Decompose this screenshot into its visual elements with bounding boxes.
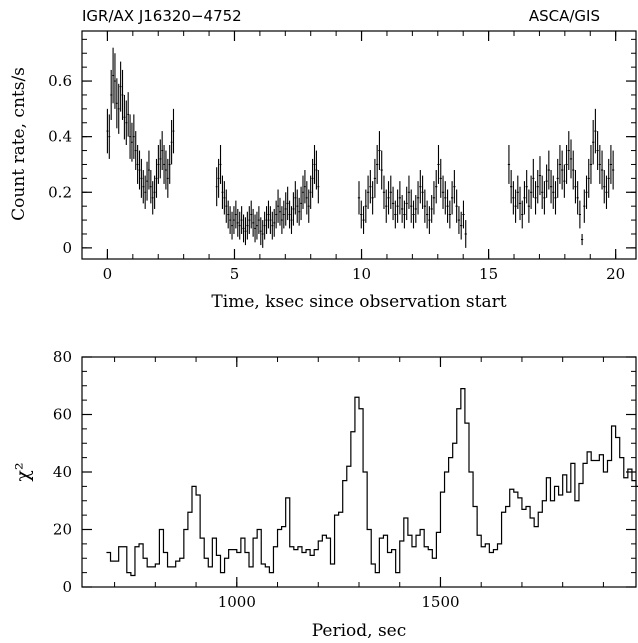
periodogram-tick-labels: 1000 1500 0 20 40 60 80: [53, 348, 460, 611]
periodogram-x-tick-label: 1000: [218, 593, 256, 611]
light-curve-x-tick-label: 20: [606, 265, 625, 283]
light-curve-y-tick-label: 0.4: [48, 128, 72, 146]
light-curve-frame: [81, 30, 637, 260]
header-left: IGR/AX J16320−4752: [82, 7, 242, 25]
light-curve-y-axis-label: Count rate, cnts/s: [9, 67, 29, 221]
periodogram-marks: [106, 388, 638, 577]
light-curve-tick-labels: 0 5 10 15 20 0 0.2 0.4 0.6: [48, 72, 625, 283]
light-curve-y-tick-label: 0.2: [48, 183, 72, 201]
periodogram-ticks: [82, 356, 636, 588]
periodogram-y-axis-label: χ²: [12, 462, 34, 481]
periodogram-y-tick-label: 60: [53, 406, 72, 424]
light-curve-y-tick-label: 0.6: [48, 72, 72, 90]
light-curve-x-axis-label: Time, ksec since observation start: [211, 292, 506, 312]
header-right: ASCA/GIS: [529, 7, 600, 25]
light-curve-x-tick-label: 5: [230, 265, 240, 283]
light-curve-x-tick-label: 0: [103, 265, 113, 283]
light-curve-ticks: [81, 31, 636, 259]
periodogram-x-tick-label: 1500: [421, 593, 459, 611]
periodogram-y-tick-label: 0: [62, 578, 72, 596]
periodogram-series-line: [106, 388, 638, 577]
periodogram-y-tick-label: 20: [53, 521, 72, 539]
light-curve-y-tick-label: 0: [62, 239, 72, 257]
periodogram-panel: 1000 1500 0 20 40 60 80 Period, sec χ²: [12, 348, 638, 641]
periodogram-y-tick-label: 40: [53, 463, 72, 481]
light-curve-panel: 0 5 10 15 20 0 0.2 0.4 0.6 Time, ksec since obse…: [9, 30, 637, 312]
light-curve-x-tick-label: 15: [479, 265, 498, 283]
light-curve-marks: [106, 47, 615, 248]
periodogram-x-axis-label: Period, sec: [312, 621, 407, 641]
periodogram-y-tick-label: 80: [53, 348, 72, 366]
light-curve-x-tick-label: 10: [352, 265, 371, 283]
